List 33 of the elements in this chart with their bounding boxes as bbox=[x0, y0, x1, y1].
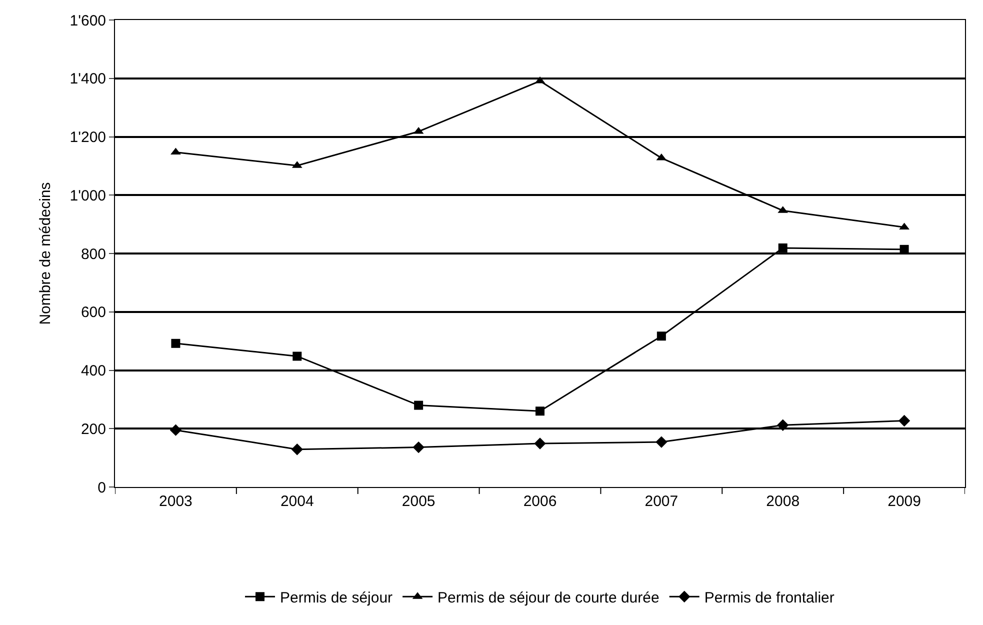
x-tick-label: 2008 bbox=[766, 493, 800, 510]
y-tick-label: 0 bbox=[98, 479, 106, 496]
legend-label: Permis de séjour de courte durée bbox=[438, 590, 660, 606]
x-tick-label: 2007 bbox=[644, 493, 678, 510]
y-tick-label: 1'000 bbox=[70, 187, 106, 204]
legend-label: Permis de frontalier bbox=[704, 590, 834, 606]
y-tick-label: 800 bbox=[80, 246, 106, 263]
point bbox=[656, 332, 666, 341]
x-tick-label: 2006 bbox=[523, 493, 557, 510]
point bbox=[656, 436, 668, 448]
point bbox=[414, 400, 424, 410]
point bbox=[412, 441, 424, 454]
legend-label: Permis de séjour bbox=[280, 590, 393, 606]
point bbox=[778, 243, 788, 252]
y-tick-label: 400 bbox=[80, 362, 106, 380]
y-tick-label: 200 bbox=[80, 420, 106, 438]
point bbox=[536, 406, 544, 416]
point bbox=[534, 438, 546, 450]
point bbox=[170, 424, 182, 436]
x-tick-label: 2004 bbox=[280, 493, 314, 510]
x-tick-label: 2009 bbox=[888, 493, 921, 510]
x-tick-label: 2003 bbox=[159, 493, 192, 510]
point bbox=[292, 352, 302, 361]
point bbox=[777, 419, 789, 431]
y-tick-label: 1'600 bbox=[70, 12, 106, 30]
y-tick-label: 1'200 bbox=[70, 129, 106, 146]
y-tick-label: 600 bbox=[80, 304, 106, 322]
point bbox=[171, 338, 180, 348]
x-tick-label: 2005 bbox=[402, 493, 436, 510]
y-axis-title: Nombre de médecins bbox=[37, 182, 54, 325]
point bbox=[291, 444, 303, 456]
point bbox=[898, 414, 910, 427]
y-tick-label: 1'400 bbox=[70, 70, 106, 88]
